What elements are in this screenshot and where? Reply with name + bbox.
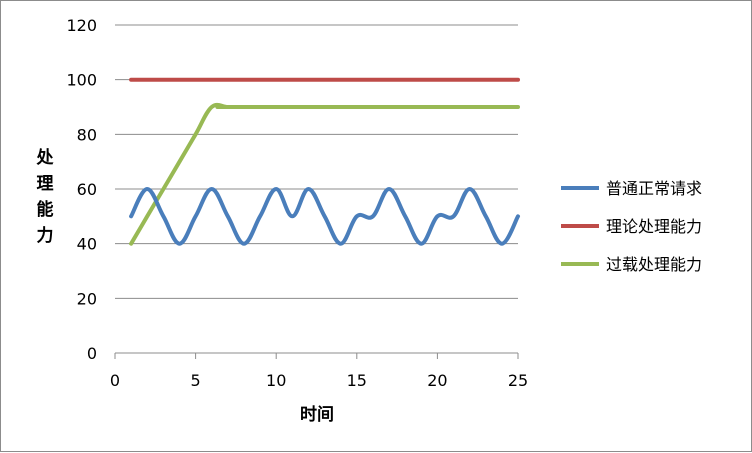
grid-lines [115, 24, 518, 299]
y-tick-label: 60 [77, 180, 97, 199]
series-lines [129, 77, 520, 246]
y-axis-title: 处理能力 [36, 147, 55, 246]
tick-labels: 0 20 40 60 80 100 120 0 5 10 15 20 25 [66, 16, 528, 390]
x-tick-label: 0 [110, 371, 120, 390]
x-tick-label: 10 [266, 371, 286, 390]
legend-label: 普通正常请求 [606, 179, 702, 198]
series-line-3 [129, 102, 520, 246]
x-tick-label: 25 [508, 371, 528, 390]
y-tick-label: 0 [87, 344, 97, 363]
y-tick-label: 20 [77, 289, 97, 308]
y-tick-label: 80 [77, 125, 97, 144]
axes [114, 352, 519, 359]
y-tick-label: 120 [66, 16, 97, 35]
x-tick-label: 20 [427, 371, 447, 390]
y-tick-label: 40 [77, 235, 97, 254]
y-tick-label: 100 [66, 71, 97, 90]
x-tick-label: 5 [191, 371, 201, 390]
series-line-1 [129, 187, 520, 246]
x-axis-title: 时间 [300, 404, 334, 425]
legend-label: 过载处理能力 [606, 255, 702, 274]
x-tick-label: 15 [347, 371, 367, 390]
legend-label: 理论处理能力 [606, 217, 702, 236]
